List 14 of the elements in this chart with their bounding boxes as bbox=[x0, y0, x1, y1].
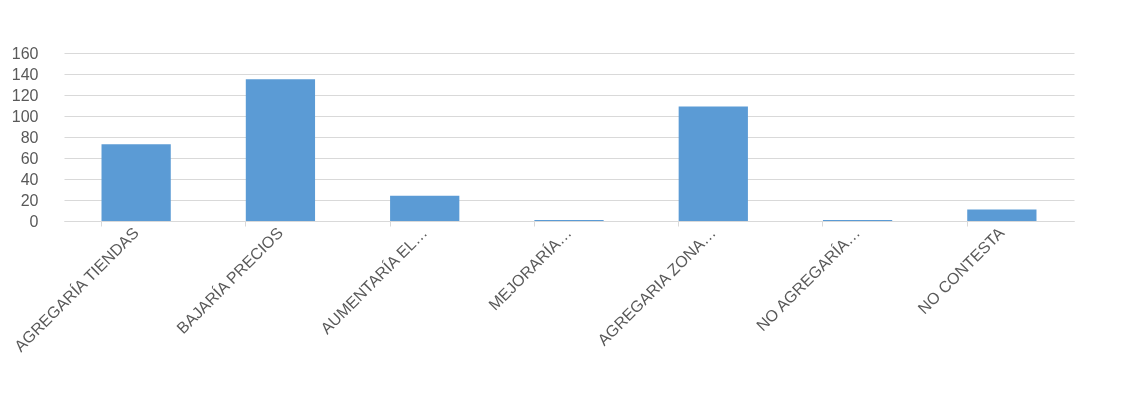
bar bbox=[245, 79, 316, 221]
y-tick-label: 140 bbox=[11, 65, 39, 83]
y-tick-label: 0 bbox=[29, 212, 39, 230]
y-tick-label: 160 bbox=[11, 44, 39, 62]
y-tick-label: 80 bbox=[20, 128, 39, 146]
y-tick-label: 20 bbox=[20, 191, 39, 209]
y-tick-label: 60 bbox=[20, 149, 39, 167]
y-tick-label: 40 bbox=[20, 170, 39, 188]
y-tick-label: 100 bbox=[11, 107, 39, 125]
y-tick-label: 120 bbox=[11, 86, 39, 104]
bar bbox=[678, 106, 748, 221]
bar bbox=[967, 209, 1037, 221]
bar bbox=[101, 144, 171, 221]
bar bbox=[390, 195, 460, 221]
